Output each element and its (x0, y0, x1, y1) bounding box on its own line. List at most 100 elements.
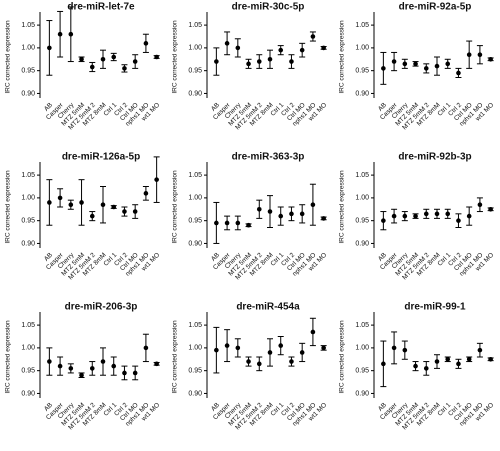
y-tick-label: 0.90 (188, 240, 202, 247)
y-tick-label: 0.90 (188, 390, 202, 397)
y-tick-label: 0.95 (21, 68, 35, 75)
panel-title: dre-miR-99-1 (404, 302, 466, 313)
y-tick-label: 0.90 (21, 240, 35, 247)
point (132, 59, 138, 64)
point (79, 372, 84, 378)
y-tick-label: 1.05 (355, 172, 369, 179)
point (111, 363, 117, 369)
point (310, 202, 316, 208)
point (488, 356, 493, 362)
y-tick-label: 1.05 (188, 22, 202, 29)
point (413, 61, 418, 67)
point (246, 222, 251, 228)
point (391, 345, 397, 351)
point (235, 45, 241, 51)
y-tick-label: 1.00 (188, 195, 202, 202)
point (111, 54, 117, 60)
point (299, 211, 305, 217)
point (445, 356, 451, 362)
point (402, 213, 408, 219)
x-tick-label: AB (43, 102, 54, 113)
y-tick-label: 1.05 (188, 172, 202, 179)
point (214, 347, 219, 353)
point (89, 213, 95, 219)
point (122, 209, 127, 214)
point (235, 345, 241, 351)
point (89, 64, 95, 70)
point (68, 202, 74, 208)
y-tick-label: 1.05 (21, 322, 35, 329)
point (224, 343, 230, 348)
point (47, 200, 52, 205)
y-tick-label: 1.05 (21, 22, 35, 29)
panel-title: dre-miR-126a-5p (62, 152, 140, 163)
y-tick-label: 0.95 (188, 68, 202, 75)
y-axis-label: IRC corrected expression (172, 170, 179, 244)
point (321, 345, 326, 351)
point (466, 213, 472, 219)
point (132, 209, 138, 214)
y-tick-label: 0.95 (355, 68, 369, 75)
point (402, 61, 408, 67)
point (68, 31, 74, 37)
y-tick-label: 1.00 (355, 345, 369, 352)
point (224, 220, 230, 226)
point (143, 345, 149, 351)
point (100, 359, 106, 364)
point (154, 54, 159, 60)
point (477, 347, 483, 353)
panel-title: dre-miR-454a (236, 302, 300, 313)
point (413, 363, 418, 369)
point (143, 41, 149, 46)
point (111, 204, 117, 210)
point (267, 56, 273, 62)
point (381, 66, 386, 71)
panel-title: dre-miR-92b-3p (398, 152, 471, 163)
point (100, 56, 106, 62)
point (381, 218, 386, 223)
point (456, 70, 461, 76)
point (47, 45, 52, 51)
point (256, 361, 262, 367)
y-axis-label: IRC corrected expression (339, 170, 346, 244)
y-tick-label: 0.90 (21, 90, 35, 97)
y-axis-label: IRC corrected expression (5, 170, 12, 244)
x-tick-label: AB (210, 252, 221, 263)
y-axis-label: IRC corrected expression (5, 20, 12, 94)
point (267, 209, 273, 214)
y-axis-label: IRC corrected expression (339, 20, 346, 94)
point (299, 350, 305, 355)
point (423, 66, 429, 71)
y-tick-label: 1.05 (188, 322, 202, 329)
y-axis-label: IRC corrected expression (172, 20, 179, 94)
point (321, 216, 326, 221)
panel-title: dre-miR-let-7e (67, 2, 135, 13)
y-tick-label: 0.95 (355, 218, 369, 225)
point (246, 359, 251, 364)
point (456, 218, 461, 223)
panel-title: dre-miR-92a-5p (399, 2, 472, 13)
y-tick-label: 0.90 (355, 90, 369, 97)
point (310, 329, 316, 335)
point (278, 213, 284, 219)
point (57, 195, 63, 201)
x-tick-label: AB (210, 102, 221, 113)
point (57, 31, 63, 37)
point (466, 356, 472, 362)
point (299, 47, 305, 53)
y-axis-label: IRC corrected expression (172, 320, 179, 394)
point (214, 220, 219, 226)
point (235, 220, 241, 226)
point (434, 211, 440, 217)
point (132, 370, 138, 376)
y-tick-label: 1.05 (355, 22, 369, 29)
point (122, 66, 127, 71)
point (413, 213, 418, 219)
y-tick-label: 0.95 (188, 368, 202, 375)
point (256, 206, 262, 212)
y-tick-label: 1.00 (21, 195, 35, 202)
y-tick-label: 0.90 (355, 240, 369, 247)
panel-title: dre-miR-363-3p (232, 152, 305, 163)
y-tick-label: 0.95 (355, 368, 369, 375)
point (310, 34, 316, 39)
